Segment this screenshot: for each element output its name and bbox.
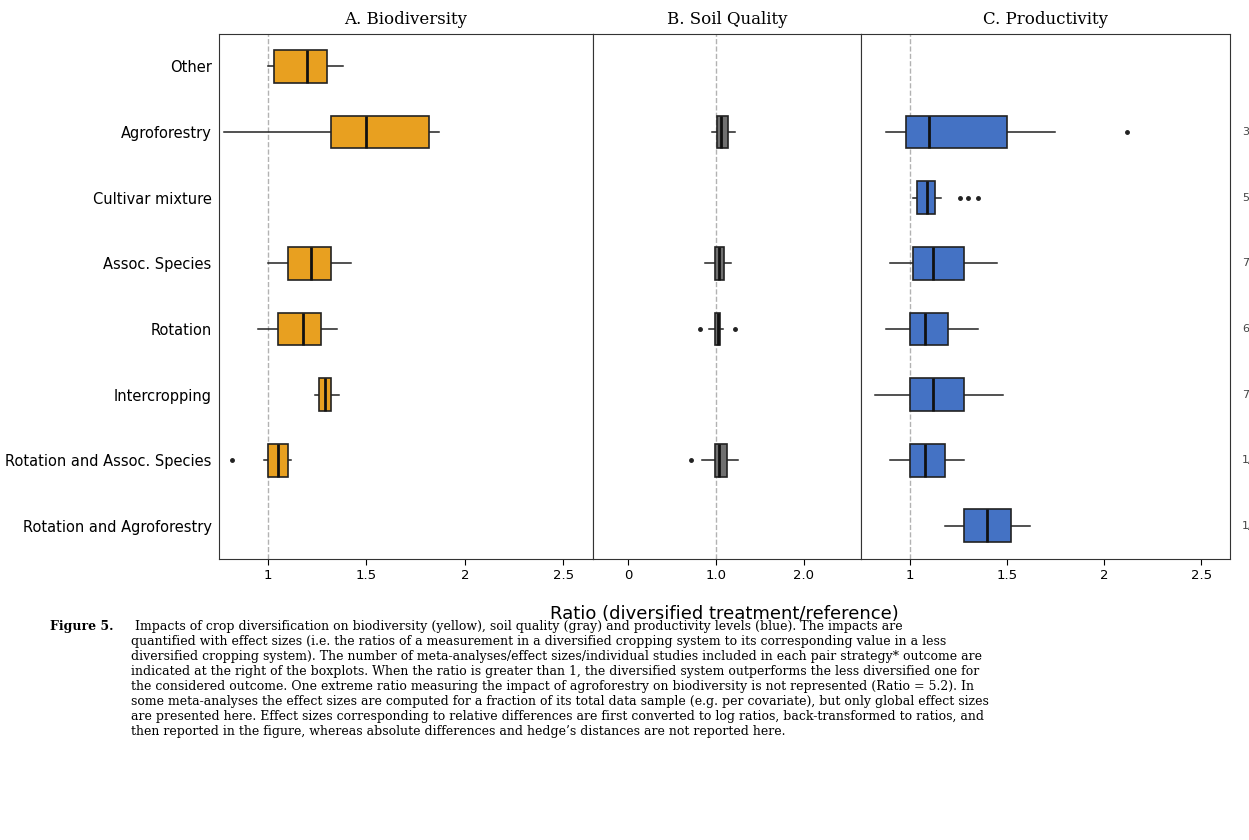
Text: 4/8/207: 4/8/207 xyxy=(867,324,909,334)
Text: 1/5/365: 1/5/365 xyxy=(605,455,647,465)
Bar xyxy=(964,509,1010,542)
Bar xyxy=(913,247,964,280)
Text: 2/3/93: 2/3/93 xyxy=(605,324,641,334)
Text: 2/7/318: 2/7/318 xyxy=(605,258,647,268)
Bar xyxy=(909,312,948,345)
Text: Impacts of crop diversification on biodiversity (yellow), soil quality (gray) an: Impacts of crop diversification on biodi… xyxy=(131,620,989,738)
Bar xyxy=(287,247,331,280)
Bar xyxy=(716,247,724,280)
Bar xyxy=(906,116,1007,149)
Bar xyxy=(274,50,327,83)
Title: B. Soil Quality: B. Soil Quality xyxy=(667,11,787,28)
Text: 7/10/4831: 7/10/4831 xyxy=(1242,390,1249,400)
Bar xyxy=(909,378,964,411)
Text: 5/20/7789: 5/20/7789 xyxy=(1242,192,1249,202)
Text: 2/9/420: 2/9/420 xyxy=(605,127,648,137)
Text: 1/2/12: 1/2/12 xyxy=(1242,455,1249,465)
Bar xyxy=(331,116,430,149)
Bar xyxy=(917,181,934,214)
Text: 6/34/4104: 6/34/4104 xyxy=(1242,324,1249,334)
Text: 3/9/943: 3/9/943 xyxy=(1242,127,1249,137)
Text: 1/2/301: 1/2/301 xyxy=(605,390,647,400)
Bar xyxy=(277,312,321,345)
Bar xyxy=(909,444,944,476)
Text: 5/25/865: 5/25/865 xyxy=(867,127,916,137)
Title: A. Biodiversity: A. Biodiversity xyxy=(345,11,467,28)
Text: 7/17/1095: 7/17/1095 xyxy=(1242,258,1249,268)
Text: •3/14/1008: •3/14/1008 xyxy=(867,455,929,465)
Title: C. Productivity: C. Productivity xyxy=(983,11,1108,28)
Bar xyxy=(717,116,728,149)
Text: Figure 5.: Figure 5. xyxy=(50,620,114,633)
Bar xyxy=(267,444,287,476)
Bar xyxy=(716,444,727,476)
Bar xyxy=(716,312,721,345)
Text: Ratio (diversified treatment/reference): Ratio (diversified treatment/reference) xyxy=(550,605,899,622)
Text: 1/5/142: 1/5/142 xyxy=(605,61,647,71)
Text: 1/5/643: 1/5/643 xyxy=(1242,521,1249,531)
Bar xyxy=(318,378,331,411)
Text: 6/26/2280•: 6/26/2280• xyxy=(867,258,929,268)
